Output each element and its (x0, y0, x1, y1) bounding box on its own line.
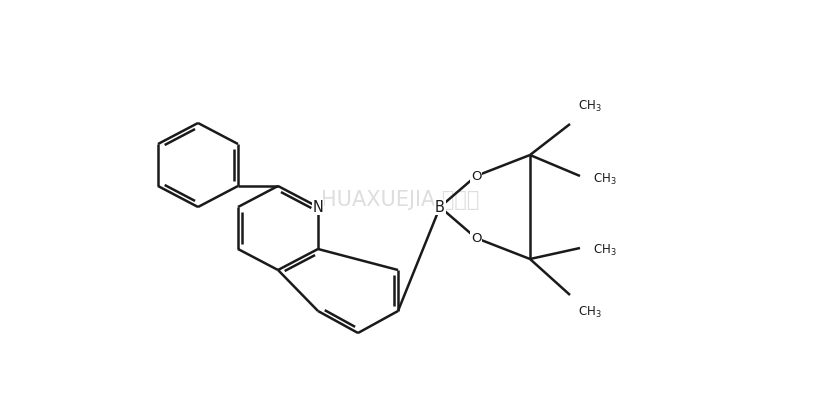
Text: CH$_3$: CH$_3$ (593, 242, 617, 257)
Text: B: B (435, 200, 445, 215)
Text: CH$_3$: CH$_3$ (593, 171, 617, 186)
Text: CH$_3$: CH$_3$ (578, 99, 602, 114)
Text: O: O (471, 169, 482, 182)
Text: HUAXUEJIA 化学加: HUAXUEJIA 化学加 (320, 190, 479, 210)
Text: N: N (313, 200, 324, 215)
Text: CH$_3$: CH$_3$ (578, 305, 602, 320)
Text: O: O (471, 231, 482, 244)
